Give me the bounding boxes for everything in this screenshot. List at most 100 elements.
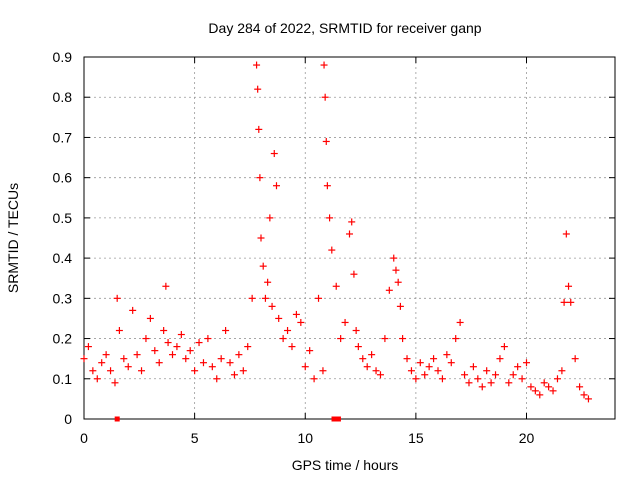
y-tick-label: 0.9 xyxy=(53,49,73,65)
data-point xyxy=(412,375,420,383)
data-point xyxy=(376,371,384,379)
data-point xyxy=(553,375,561,383)
y-tick-label: 0.1 xyxy=(53,371,73,387)
data-point xyxy=(332,282,340,290)
data-point xyxy=(284,327,292,335)
data-point xyxy=(288,343,296,351)
data-point xyxy=(199,359,207,367)
data-point xyxy=(430,355,438,363)
data-point xyxy=(301,363,309,371)
x-tick-label: 0 xyxy=(80,430,88,446)
data-point xyxy=(536,391,544,399)
data-points xyxy=(80,61,592,422)
data-point xyxy=(244,343,252,351)
zero-marker xyxy=(331,416,337,422)
data-point xyxy=(257,234,265,242)
data-point xyxy=(113,294,121,302)
data-point xyxy=(443,351,451,359)
data-point xyxy=(292,310,300,318)
data-point xyxy=(111,379,119,387)
data-point xyxy=(268,302,276,310)
data-point xyxy=(151,347,159,355)
data-point xyxy=(177,331,185,339)
data-point xyxy=(337,335,345,343)
y-tick-label: 0.3 xyxy=(53,290,73,306)
data-point xyxy=(173,343,181,351)
data-point xyxy=(438,375,446,383)
data-point xyxy=(567,298,575,306)
data-point xyxy=(230,371,238,379)
data-point xyxy=(275,314,283,322)
data-point xyxy=(394,278,402,286)
data-point xyxy=(565,282,573,290)
data-point xyxy=(368,351,376,359)
data-point xyxy=(259,262,267,270)
data-point xyxy=(381,335,389,343)
x-tick-label: 15 xyxy=(408,430,424,446)
data-point xyxy=(306,347,314,355)
data-point xyxy=(102,351,110,359)
data-point xyxy=(359,355,367,363)
zero-marker xyxy=(114,416,120,422)
data-point xyxy=(492,371,500,379)
data-point xyxy=(80,355,88,363)
data-point xyxy=(346,230,353,238)
data-point xyxy=(571,355,579,363)
data-point xyxy=(341,318,349,326)
data-point xyxy=(390,254,398,262)
data-point xyxy=(266,214,274,222)
data-point xyxy=(235,351,243,359)
data-point xyxy=(487,379,495,387)
data-point xyxy=(222,327,230,335)
data-point xyxy=(407,367,415,375)
data-point xyxy=(416,359,424,367)
data-point xyxy=(478,383,486,391)
data-point xyxy=(425,363,433,371)
x-tick-label: 5 xyxy=(191,430,199,446)
data-point xyxy=(584,395,592,403)
data-point xyxy=(447,359,455,367)
axis-ticks: 0 5 10 15 20 0 0.1 0.2 0.3 0.4 0.5 0.6 0.7 0.8 0.9 xyxy=(53,49,615,446)
zero-marker xyxy=(335,416,341,422)
data-point xyxy=(461,371,469,379)
data-point xyxy=(255,125,263,133)
data-point xyxy=(465,379,473,387)
data-point xyxy=(217,355,225,363)
data-point xyxy=(514,363,522,371)
x-tick-label: 20 xyxy=(519,430,535,446)
x-axis-label: GPS time / hours xyxy=(292,457,399,473)
data-point xyxy=(162,282,170,290)
y-tick-label: 0.4 xyxy=(53,250,73,266)
grid-lines xyxy=(84,57,615,419)
data-point xyxy=(403,355,411,363)
data-point xyxy=(98,359,106,367)
data-point xyxy=(496,355,504,363)
data-point xyxy=(474,375,482,383)
data-point xyxy=(354,343,362,351)
data-point xyxy=(297,318,305,326)
data-point xyxy=(89,367,97,375)
y-tick-label: 0.8 xyxy=(53,89,73,105)
data-point xyxy=(363,363,371,371)
data-point xyxy=(483,367,491,375)
data-point xyxy=(264,278,272,286)
data-point xyxy=(226,359,234,367)
data-point xyxy=(191,367,199,375)
data-point xyxy=(549,387,557,395)
data-point xyxy=(562,230,570,238)
data-point xyxy=(323,182,331,190)
y-tick-label: 0.5 xyxy=(53,210,73,226)
data-point xyxy=(261,294,269,302)
data-point xyxy=(500,343,508,351)
data-point xyxy=(509,371,517,379)
data-point xyxy=(120,355,128,363)
data-point xyxy=(84,343,92,351)
data-point xyxy=(195,339,203,347)
y-tick-label: 0.6 xyxy=(53,170,73,186)
data-point xyxy=(129,306,137,314)
data-point xyxy=(469,363,477,371)
data-point xyxy=(326,214,334,222)
data-point xyxy=(328,246,336,254)
data-point xyxy=(239,367,247,375)
